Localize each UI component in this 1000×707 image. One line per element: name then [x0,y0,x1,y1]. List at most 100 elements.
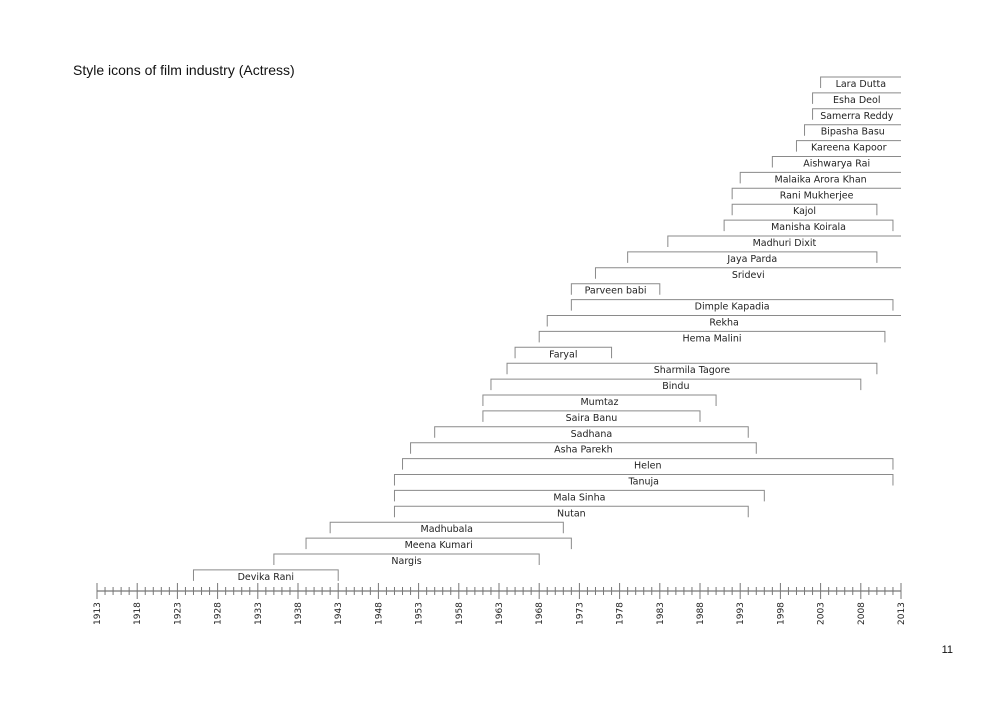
bar-label: Parveen babi [585,286,647,297]
tick-label: 1933 [254,602,264,625]
bar-bracket [723,219,894,232]
timeline-bar: Mala Sinha [393,489,765,503]
timeline-bar: Faryal [514,346,613,360]
bar-label: Esha Deol [833,95,880,106]
timeline-bar: Kareena Kapoor [795,140,901,154]
timeline-bar: Nutan [393,505,749,519]
bars-layer: Lara Dutta Esha Deol Samerra Reddy Bipasha … [192,76,901,583]
bar-label: Meena Kumari [405,540,473,551]
timeline-bar: Mumtaz [482,394,717,408]
bar-bracket [305,537,572,550]
bar-bracket [594,267,901,279]
tick-label: 1948 [374,602,384,625]
tick-label: 1953 [415,602,425,625]
bar-label: Samerra Reddy [820,111,894,122]
bar-bracket [739,171,901,184]
bar-bracket [570,299,894,311]
bar-label: Mumtaz [580,397,618,408]
timeline-bar: Madhubala [329,521,564,535]
bar-label: Madhuri Dixit [753,238,817,249]
bar-label: Kajol [793,206,816,217]
tick-label: 1943 [334,602,344,625]
x-axis: 1913 1918 1923 1928 1933 1938 1943 1948 1953 1958… [93,583,907,625]
page-number: 11 [941,644,953,656]
timeline-bar: Bindu [490,378,862,392]
tick-label: 1993 [736,602,746,625]
bar-bracket [482,394,717,406]
timeline-bar: Devika Rani [192,569,339,583]
bar-bracket [538,330,886,343]
tick-label: 1923 [173,602,183,625]
bar-label: Hema Malini [683,333,742,344]
bar-bracket [410,442,757,454]
bar-label: Madhubala [421,524,473,535]
bar-label: Dimple Kapadia [695,302,770,313]
tick-label: 1988 [696,602,706,625]
bar-bracket [514,346,613,359]
tick-label: 1973 [575,602,585,625]
bar-bracket [731,187,901,200]
timeline-bar: Meena Kumari [305,537,572,551]
timeline-bar: Tanuja [393,474,894,488]
bar-bracket [731,203,878,216]
bar-label: Bipasha Basu [821,127,885,138]
bar-bracket [402,458,894,470]
tick-label: 1918 [133,602,143,625]
bar-label: Devika Rani [238,572,294,583]
timeline-bar: Kajol [731,203,878,217]
tick-label: 1978 [616,602,626,625]
tick-label: 1928 [214,602,224,625]
bar-bracket [627,251,878,263]
tick-label: 1938 [294,602,304,625]
timeline-bar: Saira Banu [482,410,701,424]
timeline-bar: Rani Mukherjee [731,187,901,201]
tick-label: 2003 [817,602,827,625]
bar-label: Manisha Koirala [771,222,846,233]
bar-bracket [192,569,339,581]
tick-label: 1963 [495,602,505,625]
timeline-bar: Manisha Koirala [723,219,894,233]
timeline-bar: Malaika Arora Khan [739,171,901,185]
bar-label: Mala Sinha [553,492,605,503]
bar-label: Asha Parekh [554,445,613,456]
timeline-bar: Nargis [273,553,540,567]
timeline-bar: Sharmila Tagore [506,362,878,376]
bar-bracket [482,410,701,422]
timeline-bar: Sadhana [434,426,749,440]
timeline-bar: Parveen babi [570,283,661,297]
bar-label: Rekha [709,318,738,329]
bar-label: Aishwarya Rai [803,159,870,170]
bar-label: Nutan [557,508,586,519]
bar-bracket [393,474,894,486]
bar-label: Sadhana [571,429,613,440]
timeline-bar: Lara Dutta [820,76,901,90]
timeline-bar: Sridevi [594,267,901,281]
tick-label: 1998 [776,602,786,625]
bar-bracket [667,235,901,247]
bar-bracket [273,553,540,565]
bar-bracket [506,362,878,375]
bar-label: Jaya Parda [726,254,777,265]
bar-bracket [329,521,564,534]
bar-bracket [434,426,749,438]
tick-label: 1983 [656,602,666,625]
bar-label: Bindu [662,381,689,392]
timeline-bar: Helen [402,458,894,472]
tick-label: 2013 [897,602,907,625]
bar-label: Malaika Arora Khan [775,174,867,185]
tick-label: 1968 [535,602,545,625]
bar-bracket [820,76,901,88]
bar-bracket [546,315,901,327]
bar-label: Sridevi [732,270,765,281]
bar-label: Faryal [549,349,577,360]
timeline-bar: Jaya Parda [627,251,878,265]
tick-label: 1958 [455,602,465,625]
bar-label: Lara Dutta [836,79,886,90]
bar-bracket [771,156,901,168]
bar-label: Sharmila Tagore [654,365,731,376]
bar-label: Nargis [391,556,421,567]
timeline-bar: Esha Deol [812,92,901,106]
bar-bracket [570,283,661,295]
timeline-bar: Dimple Kapadia [570,299,894,313]
